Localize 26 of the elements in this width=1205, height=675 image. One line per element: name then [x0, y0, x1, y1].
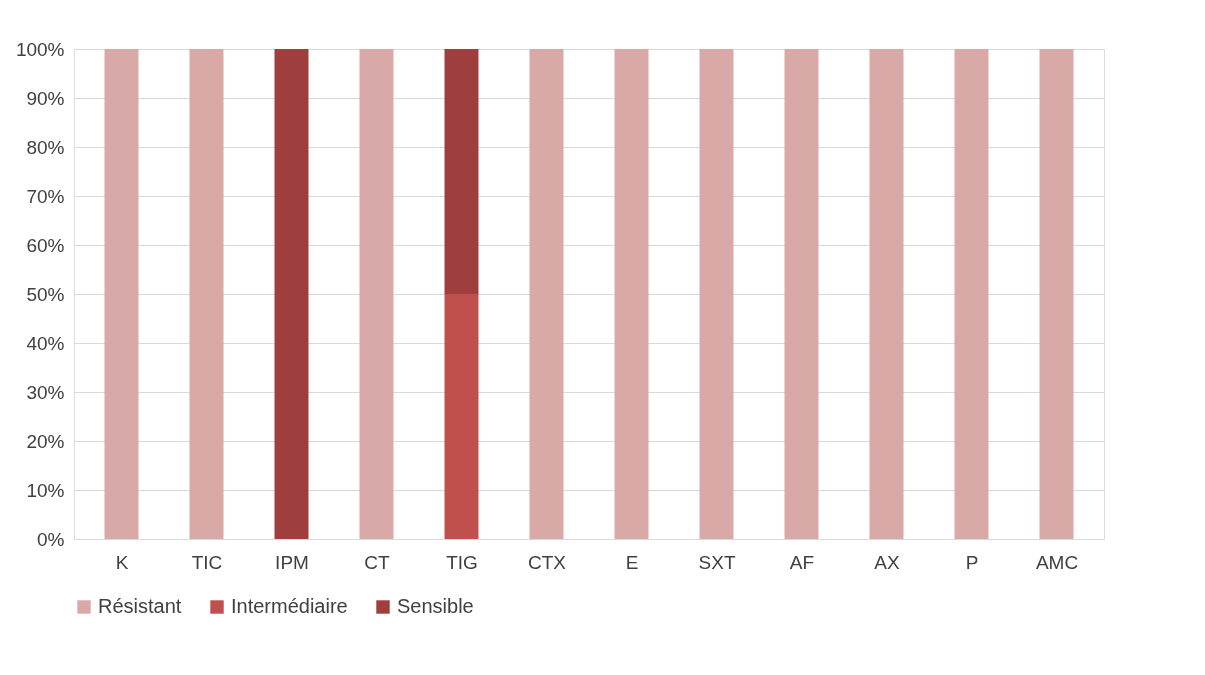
- x-tick-label: SXT: [698, 551, 736, 573]
- y-tick-label: 0%: [37, 528, 65, 550]
- y-tick-label: 20%: [26, 430, 65, 452]
- x-tick-label: TIG: [446, 551, 478, 573]
- y-tick-label: 30%: [26, 381, 65, 403]
- x-tick-label: IPM: [275, 551, 309, 573]
- y-tick-label: 90%: [26, 87, 65, 109]
- x-tick-label: AMC: [1035, 551, 1079, 573]
- legend-label: Sensible: [397, 595, 474, 617]
- x-tick-label: E: [625, 551, 639, 573]
- y-tick-label: 70%: [26, 185, 65, 207]
- y-tick-label: 60%: [26, 234, 65, 256]
- legend-label: Résistant: [98, 595, 182, 617]
- x-tick-label: K: [115, 551, 129, 573]
- x-tick-label: AF: [789, 551, 815, 573]
- y-tick-label: 80%: [26, 136, 65, 158]
- y-tick-label: 50%: [26, 283, 65, 305]
- y-tick-label: 40%: [26, 332, 65, 354]
- x-tick-label: CT: [364, 551, 391, 573]
- x-tick-label: AX: [874, 551, 900, 573]
- legend-label: Intermédiaire: [231, 595, 348, 617]
- x-tick-label: CTX: [528, 551, 567, 573]
- x-tick-label: TIC: [191, 551, 223, 573]
- y-tick-label: 10%: [26, 479, 65, 501]
- y-tick-label: 100%: [15, 38, 65, 60]
- x-tick-label: P: [965, 551, 979, 573]
